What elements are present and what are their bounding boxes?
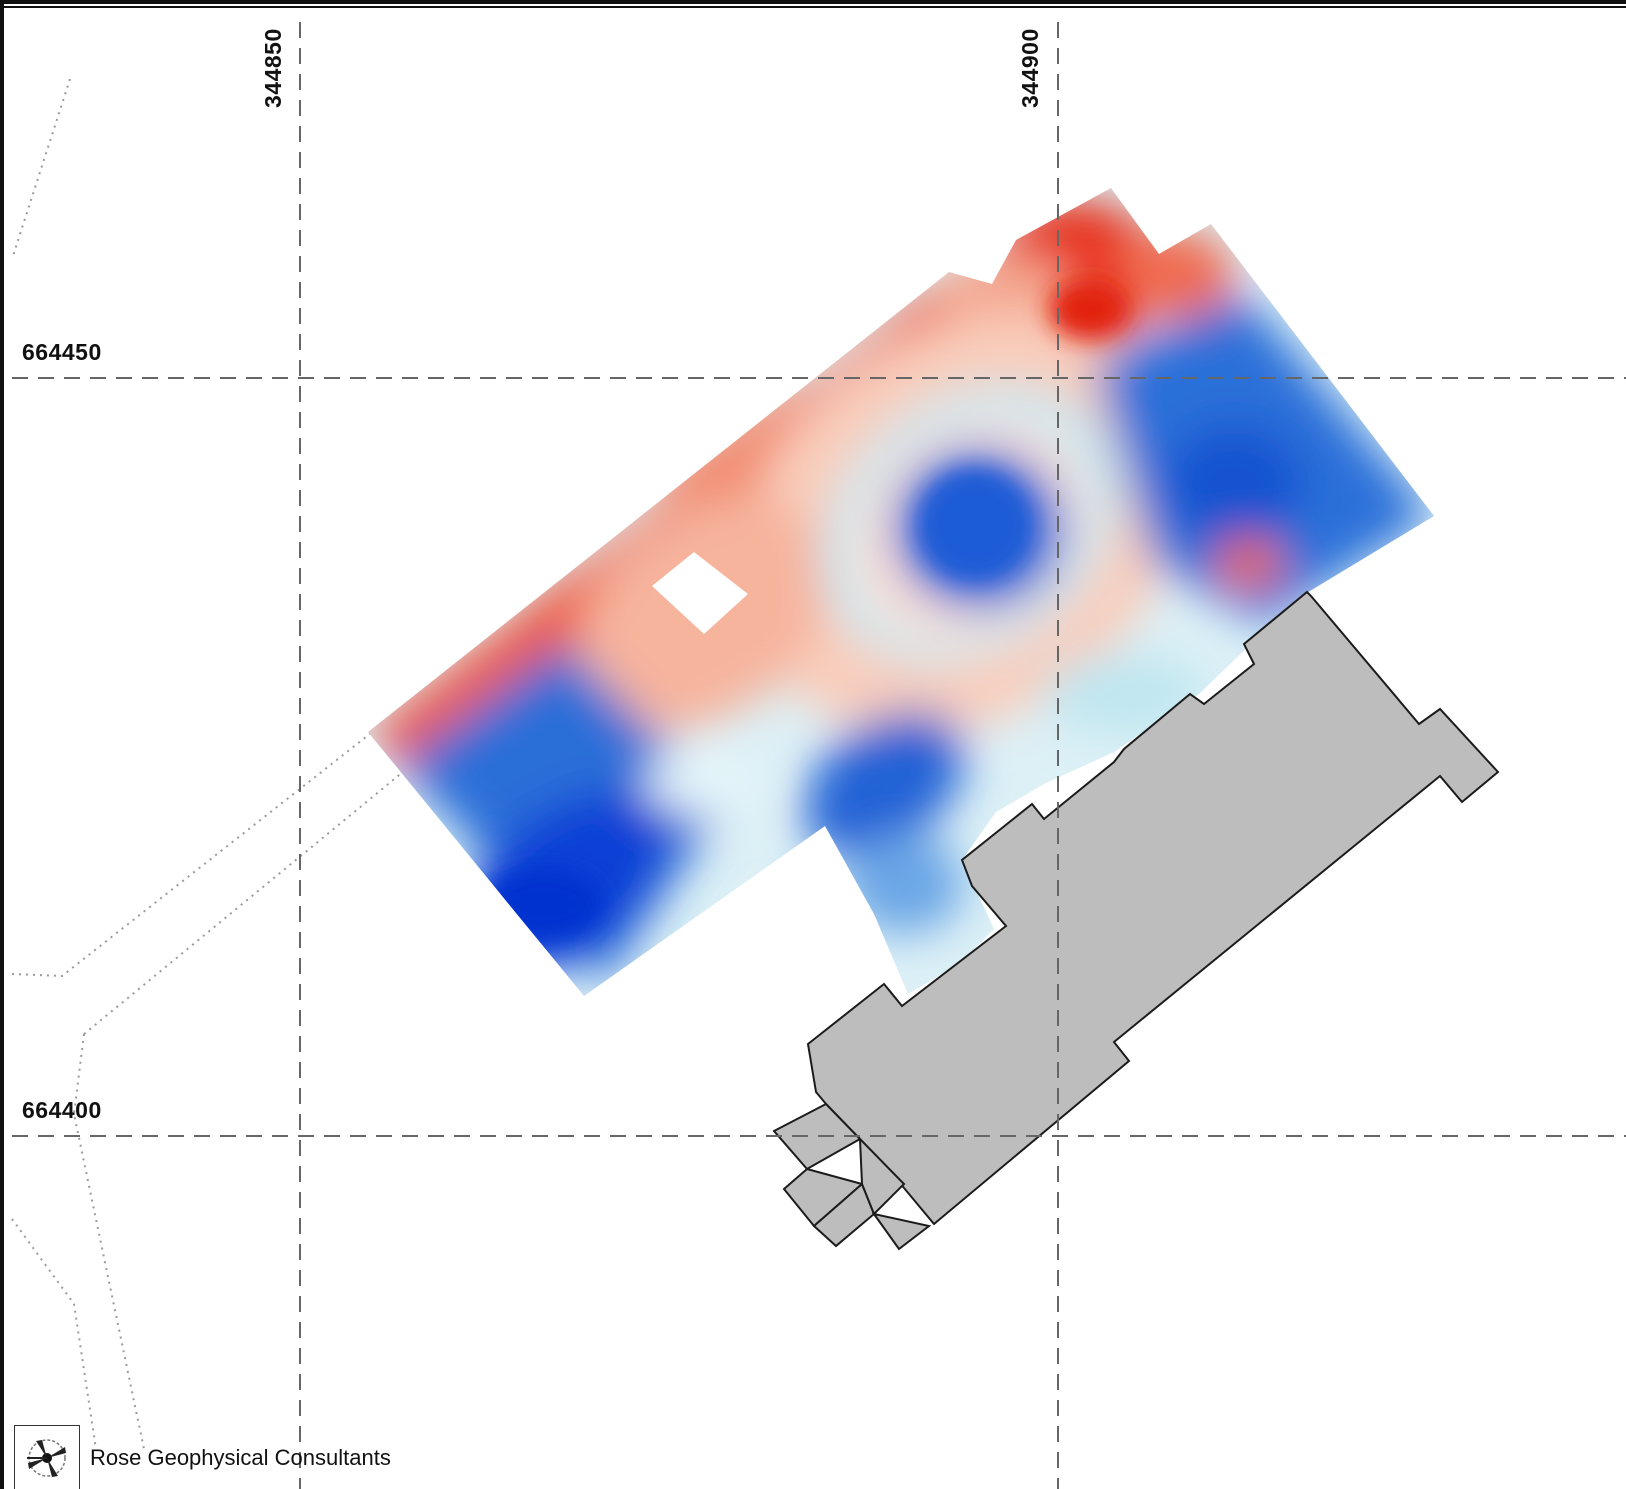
northing-label-664400: 664400 (22, 1097, 102, 1124)
compass-rose-icon (14, 1425, 80, 1489)
survey-map (4, 4, 1626, 1489)
easting-label-344850: 344850 (260, 28, 287, 108)
credit: Rose Geophysical Consultants (14, 1425, 391, 1489)
northing-label-664450: 664450 (22, 339, 102, 366)
credit-text: Rose Geophysical Consultants (90, 1445, 391, 1471)
easting-label-344900: 344900 (1017, 28, 1044, 108)
